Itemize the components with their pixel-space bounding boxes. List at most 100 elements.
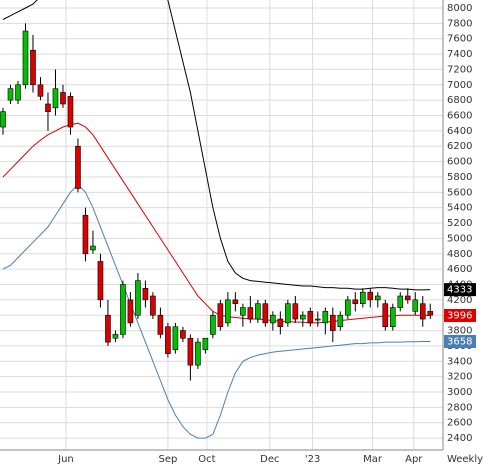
y-tick-label: 2600 — [447, 418, 472, 429]
candle-body — [330, 314, 336, 331]
price-box — [444, 334, 476, 348]
x-tick-label: Mar — [363, 454, 383, 465]
timeframe-label: Weekly — [447, 454, 483, 465]
candle-body — [217, 303, 224, 328]
y-tick-label: 5800 — [447, 172, 472, 183]
y-tick-label: 3800 — [447, 326, 472, 337]
candle-body — [292, 303, 299, 320]
y-tick-label: 3000 — [447, 387, 472, 398]
candle-body — [187, 337, 194, 366]
y-tick-label: 7800 — [447, 18, 472, 29]
candle-body — [45, 103, 51, 112]
x-tick-label: Jun — [57, 454, 74, 465]
y-tick-label: 5600 — [447, 187, 472, 198]
candle-body — [404, 295, 411, 301]
y-tick-label: 4600 — [447, 264, 472, 275]
candle-body — [165, 326, 171, 354]
candle-body — [120, 284, 126, 335]
candle-body — [142, 288, 149, 301]
price-box — [444, 283, 476, 297]
y-tick-label: 5200 — [447, 218, 472, 229]
candle-body — [285, 303, 291, 324]
candle-body — [374, 295, 381, 301]
candle-body — [30, 49, 36, 86]
candle-body — [82, 215, 89, 255]
candle-body — [22, 30, 29, 86]
candle-body — [172, 326, 179, 351]
candle-body — [105, 314, 111, 343]
price-label: 3996 — [447, 311, 472, 322]
y-tick-label: 6800 — [447, 95, 472, 106]
candle-body — [247, 307, 254, 320]
candle-body — [52, 88, 59, 109]
candle-body — [210, 314, 216, 335]
x-tick-label: '23 — [305, 454, 320, 465]
plot-area — [0, 0, 434, 439]
y-tick-label: 7000 — [447, 80, 472, 91]
candle-body — [157, 314, 164, 335]
candle-body — [367, 291, 374, 301]
x-tick-label: Oct — [198, 454, 215, 465]
candle-body — [427, 311, 434, 316]
candle-body — [382, 303, 389, 328]
candle-body — [60, 92, 66, 105]
candle-body — [337, 314, 344, 328]
candle-body — [195, 341, 201, 366]
y-tick-label: 3200 — [447, 372, 472, 383]
y-tick-label: 5000 — [447, 233, 472, 244]
candle-body — [412, 299, 419, 312]
candle-body — [7, 88, 14, 101]
y-tick-label: 4200 — [447, 295, 472, 306]
y-tick-label: 7600 — [447, 34, 472, 45]
price-box — [444, 309, 476, 323]
candle-body — [150, 295, 156, 316]
x-tick-label: Dec — [260, 454, 279, 465]
band-line — [2, 122, 431, 324]
candle-body — [90, 245, 96, 251]
candle-body — [270, 314, 276, 324]
candle-body — [232, 299, 239, 304]
y-tick-label: 2400 — [447, 433, 472, 444]
band-line — [2, 183, 431, 439]
candle-body — [315, 318, 321, 321]
y-tick-label: 6400 — [447, 126, 472, 137]
candle-body — [67, 96, 74, 128]
candle-body — [225, 299, 231, 324]
y-tick-label: 7400 — [447, 49, 472, 60]
candle-body — [127, 299, 134, 324]
candle-body — [180, 330, 186, 339]
y-tick-label: 5400 — [447, 203, 472, 214]
grid — [0, 0, 443, 450]
candle-body — [300, 314, 306, 320]
candle-body — [255, 303, 261, 320]
candle-body — [135, 280, 141, 316]
band-line — [2, 0, 431, 291]
y-tick-label: 6200 — [447, 141, 472, 152]
candle-body — [112, 334, 119, 339]
candle-body — [397, 295, 404, 308]
y-tick-label: 8000 — [447, 3, 472, 14]
candle-body — [277, 318, 284, 328]
price-label: 3658 — [447, 336, 472, 347]
candle-body — [352, 299, 359, 304]
candle-body — [0, 111, 6, 128]
y-tick-label: 6600 — [447, 111, 472, 122]
y-tick-label: 2800 — [447, 402, 472, 413]
candle-body — [419, 303, 426, 320]
y-tick-label: 6000 — [447, 157, 472, 168]
candle-body — [37, 84, 44, 97]
y-tick-label: 4800 — [447, 249, 472, 260]
y-tick-label: 3400 — [447, 356, 472, 367]
candle-body — [97, 261, 104, 301]
candle-body — [322, 311, 329, 324]
candle-body — [240, 307, 246, 316]
x-tick-label: Apr — [405, 454, 423, 465]
candle-body — [359, 291, 366, 304]
candle-body — [75, 145, 81, 189]
candle-body — [345, 299, 351, 316]
x-tick-label: Sep — [158, 454, 177, 465]
candle-body — [389, 307, 396, 328]
y-tick-label: 7200 — [447, 64, 472, 75]
candle-body — [307, 311, 314, 324]
